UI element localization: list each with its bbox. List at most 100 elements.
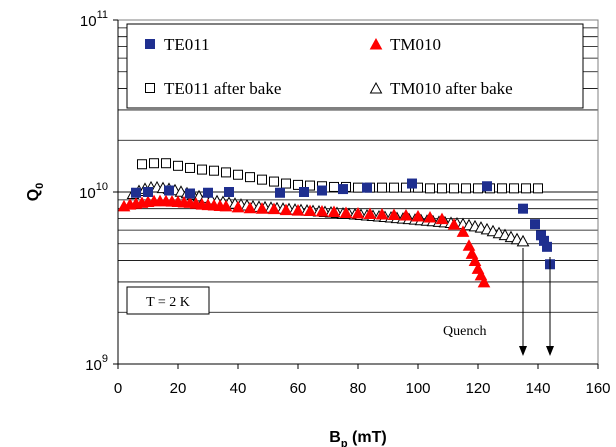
quench-label: Quench bbox=[443, 324, 487, 339]
data-point bbox=[219, 199, 233, 212]
annotations: T = 2 K Quench bbox=[126, 248, 554, 356]
data-point bbox=[231, 200, 245, 213]
data-point bbox=[161, 158, 171, 169]
data-point bbox=[389, 182, 399, 193]
data-point bbox=[243, 201, 257, 214]
data-point bbox=[143, 187, 153, 197]
data-point bbox=[203, 187, 213, 198]
data-point bbox=[425, 183, 435, 194]
legend-label: TM010 bbox=[390, 35, 441, 54]
x-tick-label: 80 bbox=[350, 380, 367, 397]
data-point bbox=[533, 183, 543, 194]
series-te011 bbox=[131, 178, 555, 270]
data-point bbox=[447, 218, 461, 230]
x-tick-label: 60 bbox=[290, 380, 307, 397]
data-point bbox=[338, 184, 348, 195]
x-axis-title: Bp (mT) bbox=[329, 429, 386, 447]
x-tick-label: 40 bbox=[230, 380, 247, 397]
data-point bbox=[407, 178, 417, 189]
data-point bbox=[164, 185, 174, 196]
data-point bbox=[293, 179, 303, 190]
data-point bbox=[137, 159, 147, 170]
data-point bbox=[375, 207, 389, 220]
x-tick-label: 20 bbox=[170, 380, 187, 397]
data-point bbox=[233, 169, 243, 180]
data-point bbox=[399, 208, 413, 221]
data-point bbox=[257, 174, 267, 185]
x-tick-label: 120 bbox=[465, 380, 490, 397]
data-point bbox=[267, 202, 281, 215]
data-point bbox=[197, 164, 207, 175]
data-point bbox=[530, 219, 540, 230]
legend-marker bbox=[145, 39, 155, 49]
data-point bbox=[377, 182, 387, 193]
data-point bbox=[521, 183, 531, 194]
data-point bbox=[279, 203, 293, 216]
y-tick-label: 1011 bbox=[80, 9, 108, 30]
temperature-label: T = 2 K bbox=[146, 295, 190, 310]
data-point bbox=[269, 176, 279, 187]
data-point bbox=[291, 204, 305, 216]
legend-label: TE011 after bake bbox=[164, 79, 281, 98]
data-point bbox=[275, 187, 285, 198]
data-point bbox=[299, 187, 309, 197]
quench-arrow-head bbox=[519, 346, 527, 356]
data-point bbox=[185, 162, 195, 173]
data-point bbox=[449, 183, 459, 194]
series-layer bbox=[117, 158, 555, 288]
y-tick-label: 1010 bbox=[79, 181, 108, 202]
data-point bbox=[362, 182, 372, 193]
data-point bbox=[305, 180, 315, 191]
x-tick-label: 160 bbox=[585, 380, 610, 397]
data-point bbox=[477, 275, 491, 288]
data-point bbox=[497, 183, 507, 194]
data-point bbox=[411, 209, 425, 222]
data-point bbox=[363, 207, 377, 219]
data-point bbox=[185, 188, 195, 199]
data-point bbox=[542, 241, 552, 252]
data-point bbox=[221, 167, 231, 178]
y-axis-title: Q0 bbox=[25, 183, 46, 202]
data-point bbox=[245, 172, 255, 183]
x-tick-label: 0 bbox=[114, 380, 122, 397]
data-point bbox=[353, 182, 363, 193]
temperature-label-box bbox=[126, 286, 210, 315]
data-point bbox=[437, 183, 447, 194]
data-point bbox=[461, 183, 471, 194]
legend-label: TE011 bbox=[164, 35, 210, 54]
data-point bbox=[387, 208, 401, 220]
data-point bbox=[473, 183, 483, 194]
data-point bbox=[482, 181, 492, 192]
data-point bbox=[351, 206, 365, 219]
data-point bbox=[329, 181, 339, 192]
data-point bbox=[317, 185, 327, 196]
data-point bbox=[518, 203, 528, 214]
legend-marker bbox=[369, 81, 383, 94]
axes: 0 20 40 60 80 100 120 140 160 109 1010 1011 Bp (mT) Q… bbox=[25, 9, 611, 447]
data-point bbox=[173, 160, 183, 171]
series-tm010 bbox=[117, 194, 491, 288]
x-tick-label: 140 bbox=[525, 380, 550, 397]
data-point bbox=[149, 158, 159, 169]
data-point bbox=[315, 205, 329, 217]
y-tick-label: 109 bbox=[85, 353, 108, 374]
data-point bbox=[327, 205, 341, 218]
legend-box bbox=[126, 23, 584, 109]
legend-marker bbox=[145, 83, 155, 93]
data-point bbox=[255, 202, 269, 214]
x-tick-label: 100 bbox=[405, 380, 430, 397]
data-point bbox=[224, 187, 234, 197]
data-point bbox=[509, 183, 519, 194]
data-point bbox=[423, 211, 437, 223]
legend: TE011 TM010 TE011 after bake TM010 after ba… bbox=[126, 23, 584, 109]
data-point bbox=[456, 225, 470, 237]
data-point bbox=[281, 178, 291, 189]
legend-label: TM010 after bake bbox=[390, 79, 513, 98]
legend-marker bbox=[369, 37, 383, 50]
data-point bbox=[339, 206, 353, 219]
data-point bbox=[209, 165, 219, 176]
data-point bbox=[516, 234, 530, 247]
data-point bbox=[131, 187, 141, 198]
quench-arrow-head bbox=[546, 346, 554, 356]
